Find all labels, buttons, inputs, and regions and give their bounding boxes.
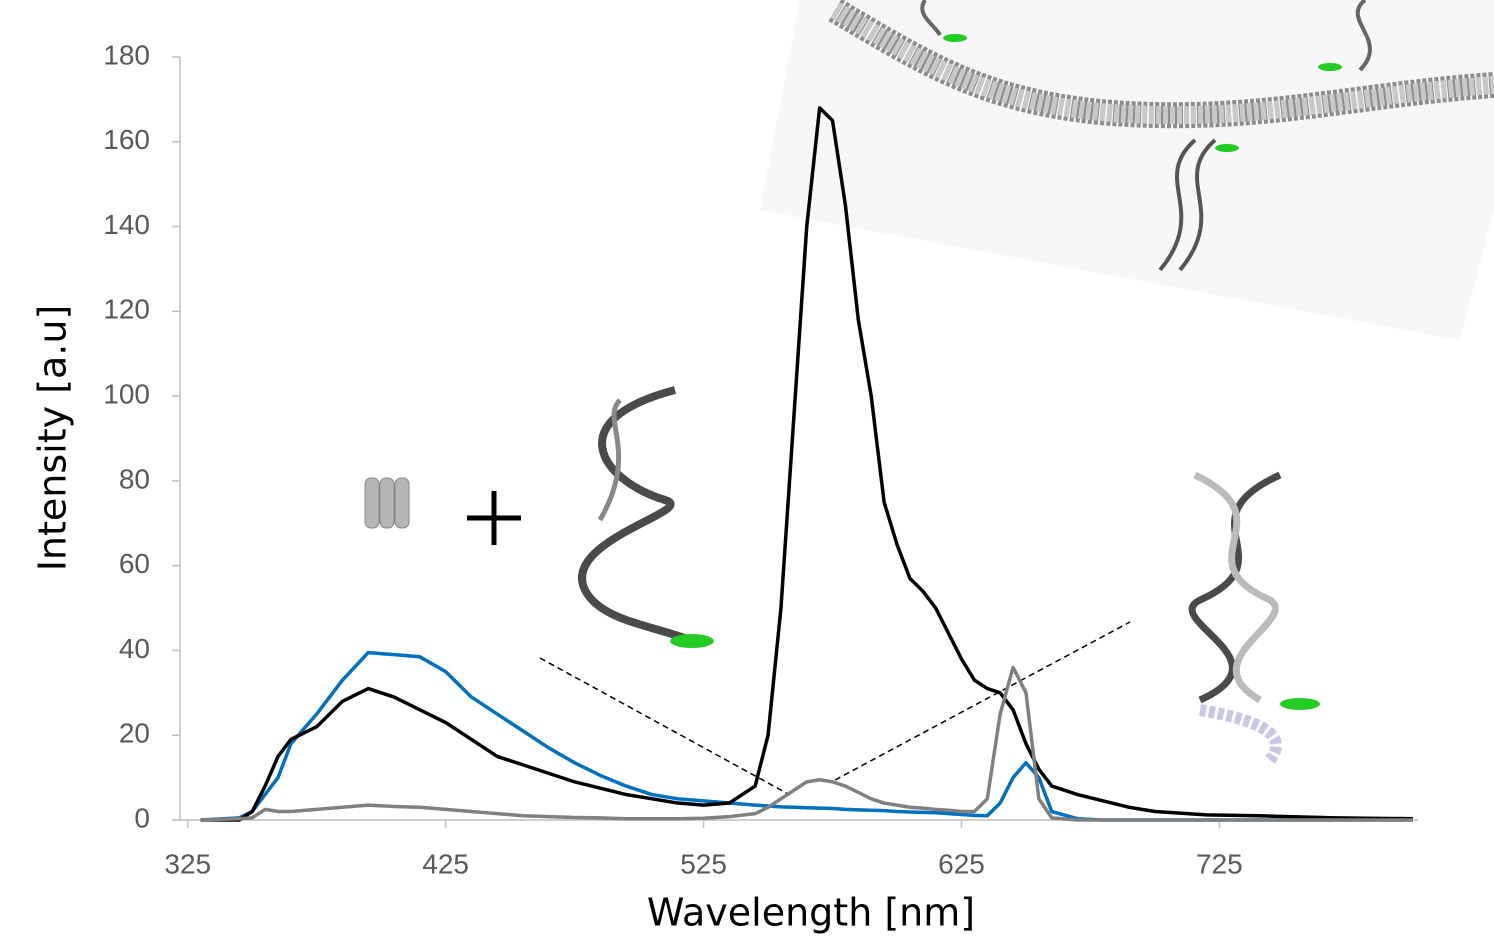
- plus-sign: [467, 491, 521, 545]
- y-tick-label: 80: [119, 463, 150, 494]
- pointer-line: [834, 621, 1131, 781]
- x-tick-label: 525: [680, 848, 727, 879]
- y-tick-label: 100: [103, 379, 150, 410]
- y-tick-label: 20: [119, 718, 150, 749]
- y-tick-label: 40: [119, 633, 150, 664]
- y-tick-label: 120: [103, 294, 150, 325]
- x-tick-label: 625: [938, 848, 985, 879]
- y-tick-label: 180: [103, 39, 150, 70]
- y-tick-label: 140: [103, 209, 150, 240]
- y-tick-label: 60: [119, 548, 150, 579]
- y-tick-label: 0: [134, 802, 150, 833]
- series-line: [200, 665, 1413, 822]
- series-line: [200, 650, 1413, 822]
- illustration-dna: [578, 386, 714, 648]
- series-line: [200, 106, 1413, 822]
- y-tick-label: 160: [103, 124, 150, 155]
- y-axis-title: Intensity [a.u]: [31, 305, 75, 572]
- x-axis-title: Wavelength [nm]: [647, 891, 975, 935]
- illustration-ring: [364, 477, 410, 529]
- illustration-nanotube: [760, 0, 1494, 340]
- x-tick-label: 425: [422, 848, 469, 879]
- x-tick-label: 325: [164, 848, 211, 879]
- x-tick-label: 725: [1196, 848, 1243, 879]
- pointer-line: [539, 657, 791, 796]
- illustration-duplex: [1188, 471, 1320, 764]
